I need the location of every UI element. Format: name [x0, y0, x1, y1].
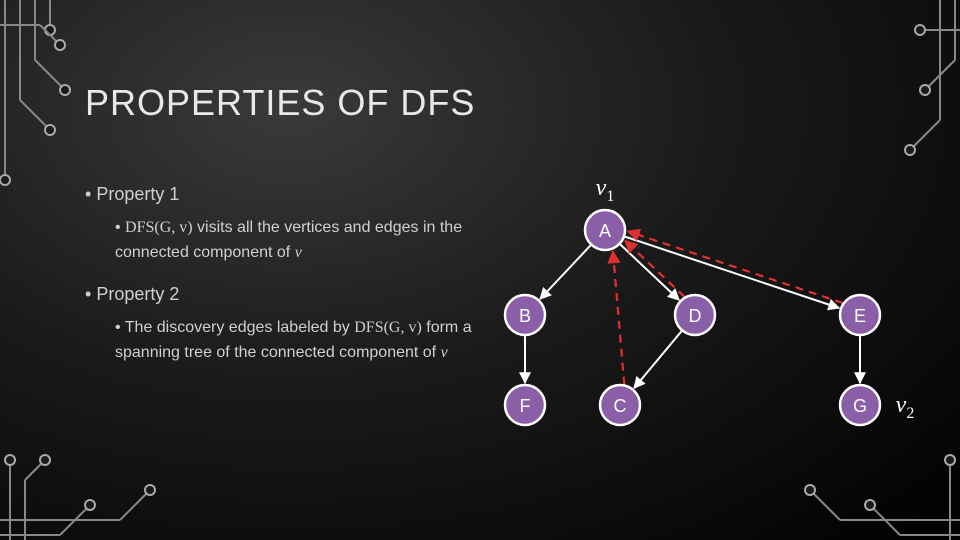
node-C: C [600, 385, 640, 425]
property-1-detail: DFS(G, v) visits all the vertices and ed… [115, 215, 485, 266]
svg-text:G: G [853, 396, 867, 416]
svg-text:E: E [854, 306, 866, 326]
svg-text:A: A [599, 221, 611, 241]
node-B: B [505, 295, 545, 335]
edge-A-B [540, 245, 591, 299]
node-D: D [675, 295, 715, 335]
edge-A-E [624, 236, 839, 308]
property-1-heading: Property 1 [85, 180, 485, 209]
edge-C-A [613, 251, 624, 384]
svg-text:D: D [689, 306, 702, 326]
svg-text:B: B [519, 306, 531, 326]
node-G: G [840, 385, 880, 425]
node-A: A [585, 210, 625, 250]
edge-D-C [634, 330, 682, 388]
text-content: Property 1 DFS(G, v) visits all the vert… [85, 180, 485, 380]
property-2-heading: Property 2 [85, 280, 485, 309]
node-F: F [505, 385, 545, 425]
v2-label: v2 [896, 392, 915, 422]
nodes-layer: A B D E F C G [505, 210, 880, 425]
node-E: E [840, 295, 880, 335]
edge-E-A [628, 231, 843, 303]
svg-text:C: C [614, 396, 627, 416]
edge-D-A [625, 241, 685, 297]
corner-deco-bottom-left [0, 420, 200, 540]
slide-title: PROPERTIES OF DFS [85, 82, 475, 124]
v1-label: v1 [596, 175, 615, 205]
dfs-graph: A B D E F C G v1 v2 [480, 160, 940, 460]
property-2-detail: The discovery edges labeled by DFS(G, v)… [115, 315, 485, 366]
svg-text:F: F [520, 396, 531, 416]
